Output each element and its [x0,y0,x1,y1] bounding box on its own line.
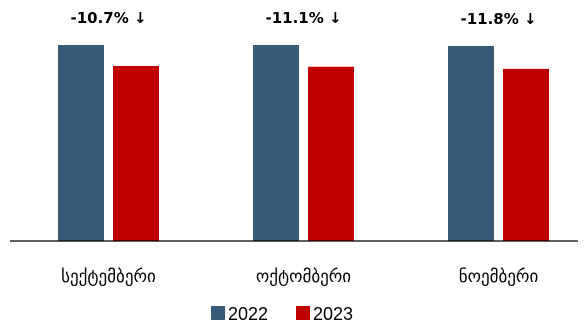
bar-2022-2 [253,45,299,241]
legend-label-2023: 2023 [313,304,353,323]
bar-2023-2 [308,66,354,241]
change-annotation-2: -11.1% ↓ [265,9,341,27]
bar-2022-1 [58,45,104,241]
change-annotation-1: -10.7% ↓ [70,9,146,27]
legend-label-2022: 2022 [228,304,268,323]
legend-swatch-2023 [296,306,310,320]
change-annotation-3: -11.8% ↓ [460,10,536,28]
category-label-2: ოქტომბერი [256,267,351,287]
annotations-group: -10.7% ↓ -11.1% ↓ -11.8% ↓ [70,9,536,28]
category-labels: სექტემბერი ოქტომბერი ნოემბერი [61,267,538,287]
category-label-3: ნოემბერი [459,267,539,287]
category-label-1: სექტემბერი [61,267,156,287]
bar-2023-3 [503,68,549,241]
legend-swatch-2022 [211,306,225,320]
bar-2023-1 [113,65,159,241]
legend: 2022 2023 [211,304,353,323]
bars-group [58,45,549,242]
bar-2022-3 [448,45,494,242]
